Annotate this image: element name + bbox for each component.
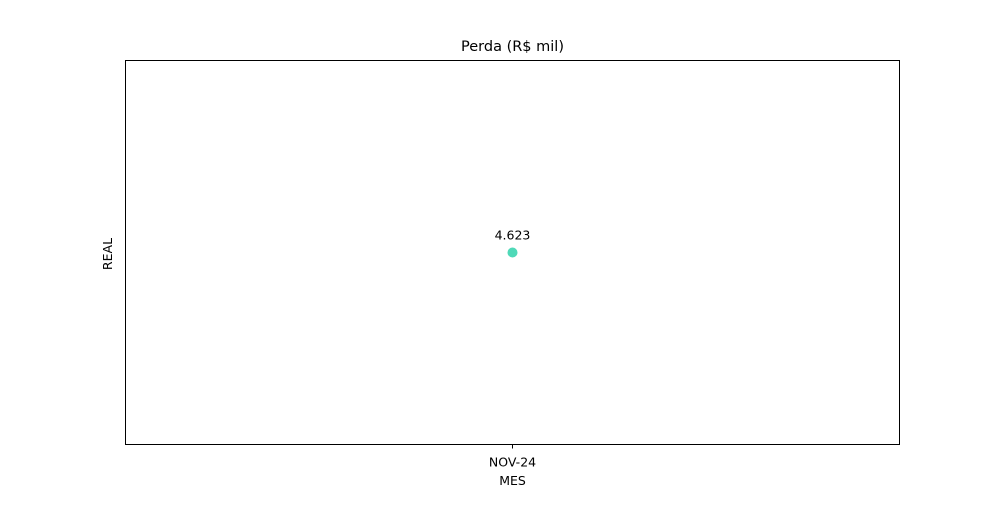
data-label: 4.623 [495, 228, 531, 243]
x-tick-label: NOV-24 [489, 455, 536, 470]
chart-title: Perda (R$ mil) [461, 39, 564, 55]
x-axis-label: MES [499, 473, 526, 488]
x-axis-ticks: NOV-24 [489, 444, 536, 470]
y-axis-label: REAL [100, 238, 115, 270]
data-point [507, 247, 518, 258]
data-points: 4.623 [495, 228, 531, 258]
